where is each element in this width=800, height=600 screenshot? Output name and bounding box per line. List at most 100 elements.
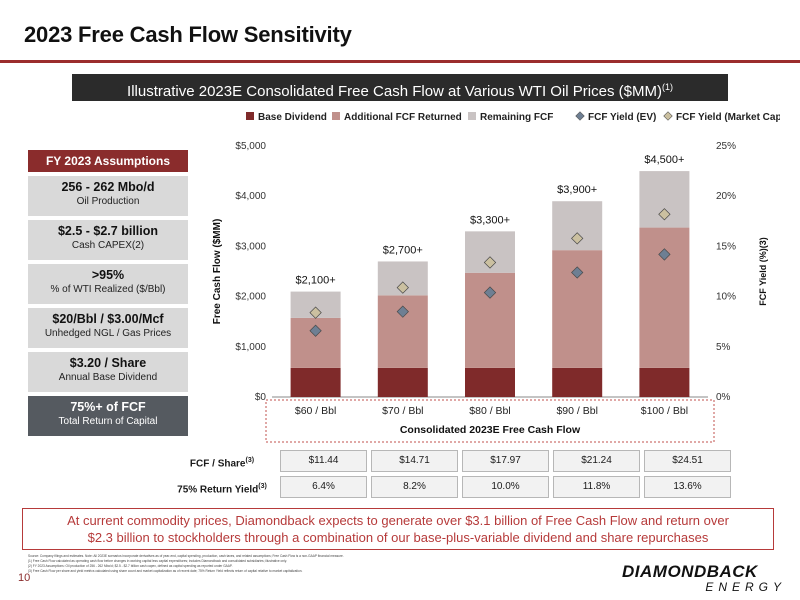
assumption-label: Cash CAPEX(2) — [71, 240, 145, 251]
footnotes: Source: Company filings and estimates. N… — [28, 554, 603, 574]
assumption-label: % of WTI Realized ($/Bbl) — [50, 284, 166, 295]
assumptions-panel: FY 2023 Assumptions 256 - 262 Mbo/d Oil … — [28, 150, 188, 436]
y-tick-label: $3,000 — [235, 241, 266, 252]
bar-total-label: $4,500+ — [644, 154, 684, 166]
table-cell: $17.97 — [462, 450, 549, 472]
legend-label: FCF Yield (Market Cap) — [676, 112, 780, 123]
assumption-oil-production: 256 - 262 Mbo/d Oil Production — [28, 176, 188, 216]
row-label-text: FCF / Share — [189, 458, 246, 470]
x-tick-label: $80 / Bbl — [469, 405, 510, 417]
yield-marker — [658, 248, 671, 261]
table-cell: 13.6% — [644, 476, 731, 498]
assumption-value: $2.5 - $2.7 billion — [57, 224, 159, 238]
title-divider — [0, 60, 800, 63]
footnote: (2) FY 2023 Assumptions: Oil production … — [28, 564, 233, 569]
x-axis-highlight-box — [265, 399, 715, 443]
assumptions-header: FY 2023 Assumptions — [28, 150, 188, 172]
table-cell: 8.2% — [371, 476, 458, 498]
x-tick-label: $70 / Bbl — [382, 405, 423, 417]
bar-segment — [465, 367, 515, 397]
y-tick-label: $2,000 — [235, 292, 266, 303]
yield-marker — [483, 286, 497, 299]
x-axis-title: Consolidated 2023E Free Cash Flow — [400, 424, 581, 436]
x-tick-label: $100 / Bbl — [641, 405, 688, 417]
y2-tick-label: 20% — [716, 191, 736, 202]
callout-line-2: $2.3 billion to stockholders through a c… — [87, 530, 709, 545]
assumption-return-of-capital: 75%+ of FCF Total Return of Capital — [28, 396, 188, 436]
legend-label: Remaining FCF — [480, 112, 553, 123]
yield-marker — [309, 324, 322, 337]
y-tick-label: $1,000 — [235, 342, 266, 353]
legend-marker — [575, 111, 585, 121]
legend-label: FCF Yield (EV) — [588, 112, 656, 123]
bar-segment — [552, 367, 603, 397]
y2-tick-label: 5% — [716, 342, 731, 353]
table-row-fcf-per-share: FCF / Share(3) $11.44 $14.71 $17.97 $21.… — [168, 450, 731, 472]
fcf-chart: Base Dividend Additional FCF Returned Rema… — [206, 104, 785, 444]
yield-marker — [571, 266, 584, 279]
legend-label: Base Dividend — [258, 112, 327, 123]
logo-subtitle: ENERGY — [705, 580, 786, 594]
legend-marker — [663, 111, 673, 121]
bar-segment — [639, 367, 690, 397]
x-tick-label: $60 / Bbl — [295, 405, 336, 417]
yield-marker — [658, 208, 671, 221]
table-cell: 6.4% — [280, 476, 367, 498]
table-cell: $11.44 — [280, 450, 367, 472]
table-cell: 11.8% — [553, 476, 640, 498]
row-label-text: 75% Return Yield — [177, 484, 259, 496]
yield-marker — [571, 232, 584, 245]
bar-total-label: $2,700+ — [383, 244, 423, 256]
assumption-label: Oil Production — [76, 196, 140, 207]
assumption-wti-realized: >95% % of WTI Realized ($/Bbl) — [28, 264, 188, 304]
page-number: 10 — [18, 572, 31, 584]
y2-tick-label: 15% — [716, 241, 736, 252]
footnote: (3) Free Cash Flow per share and yield m… — [28, 569, 303, 574]
bar-total-label: $2,100+ — [296, 275, 336, 287]
yield-marker — [309, 306, 322, 319]
table-cell: $24.51 — [644, 450, 731, 472]
y2-axis-title: FCF Yield (%)(3) — [758, 237, 768, 306]
row-label-footnote-ref: (3) — [245, 457, 255, 464]
legend-swatch — [246, 112, 254, 120]
row-label: 75% Return Yield(3) — [168, 476, 276, 498]
row-label: FCF / Share(3) — [168, 450, 276, 472]
assumption-base-dividend: $3.20 / Share Annual Base Dividend — [28, 352, 188, 392]
yield-marker — [483, 256, 497, 269]
y2-tick-label: 25% — [716, 141, 736, 152]
yield-marker — [396, 281, 409, 294]
key-takeaway-callout: At current commodity prices, Diamondback… — [22, 508, 774, 550]
assumption-label: Annual Base Dividend — [58, 372, 158, 383]
bar-total-label: $3,900+ — [557, 184, 597, 196]
assumption-value: 256 - 262 Mbo/d — [61, 180, 155, 194]
y-tick-label: $5,000 — [235, 141, 266, 152]
y2-tick-label: 0% — [716, 392, 731, 403]
table-cell: 10.0% — [462, 476, 549, 498]
legend-swatch — [468, 112, 476, 120]
x-tick-label: $90 / Bbl — [556, 405, 597, 417]
bar-total-label: $3,300+ — [470, 214, 510, 226]
assumption-value: $20/Bbl / $3.00/Mcf — [52, 312, 164, 326]
banner-text: Illustrative 2023E Consolidated Free Cas… — [127, 83, 662, 100]
chart-banner: Illustrative 2023E Consolidated Free Cas… — [72, 74, 728, 101]
callout-line-1: At current commodity prices, Diamondback… — [67, 513, 729, 528]
assumption-label: Total Return of Capital — [58, 416, 158, 427]
y2-tick-label: 10% — [716, 292, 736, 303]
assumption-value: 75%+ of FCF — [70, 400, 146, 414]
per-share-table: FCF / Share(3) $11.44 $14.71 $17.97 $21.… — [168, 450, 731, 498]
legend-swatch — [332, 112, 340, 120]
footnote: Source: Company filings and estimates. N… — [28, 554, 344, 558]
bar-segment — [290, 367, 341, 397]
y-axis-title: Free Cash Flow ($MM) — [212, 219, 223, 325]
table-cell: $14.71 — [371, 450, 458, 472]
bar-segment — [377, 367, 428, 397]
logo-wordmark: DIAMONDBACK — [622, 562, 758, 581]
table-row-return-yield: 75% Return Yield(3) 6.4% 8.2% 10.0% 11.8… — [168, 476, 731, 498]
page-title: 2023 Free Cash Flow Sensitivity — [24, 22, 352, 47]
y-tick-label: $0 — [255, 392, 267, 403]
assumption-value: >95% — [91, 268, 125, 282]
company-logo: DIAMONDBACK ENERGY — [622, 562, 792, 596]
assumption-label: Unhedged NGL / Gas Prices — [44, 328, 172, 339]
assumption-ngl-gas-prices: $20/Bbl / $3.00/Mcf Unhedged NGL / Gas P… — [28, 308, 188, 348]
assumption-cash-capex: $2.5 - $2.7 billion Cash CAPEX(2) — [28, 220, 188, 260]
